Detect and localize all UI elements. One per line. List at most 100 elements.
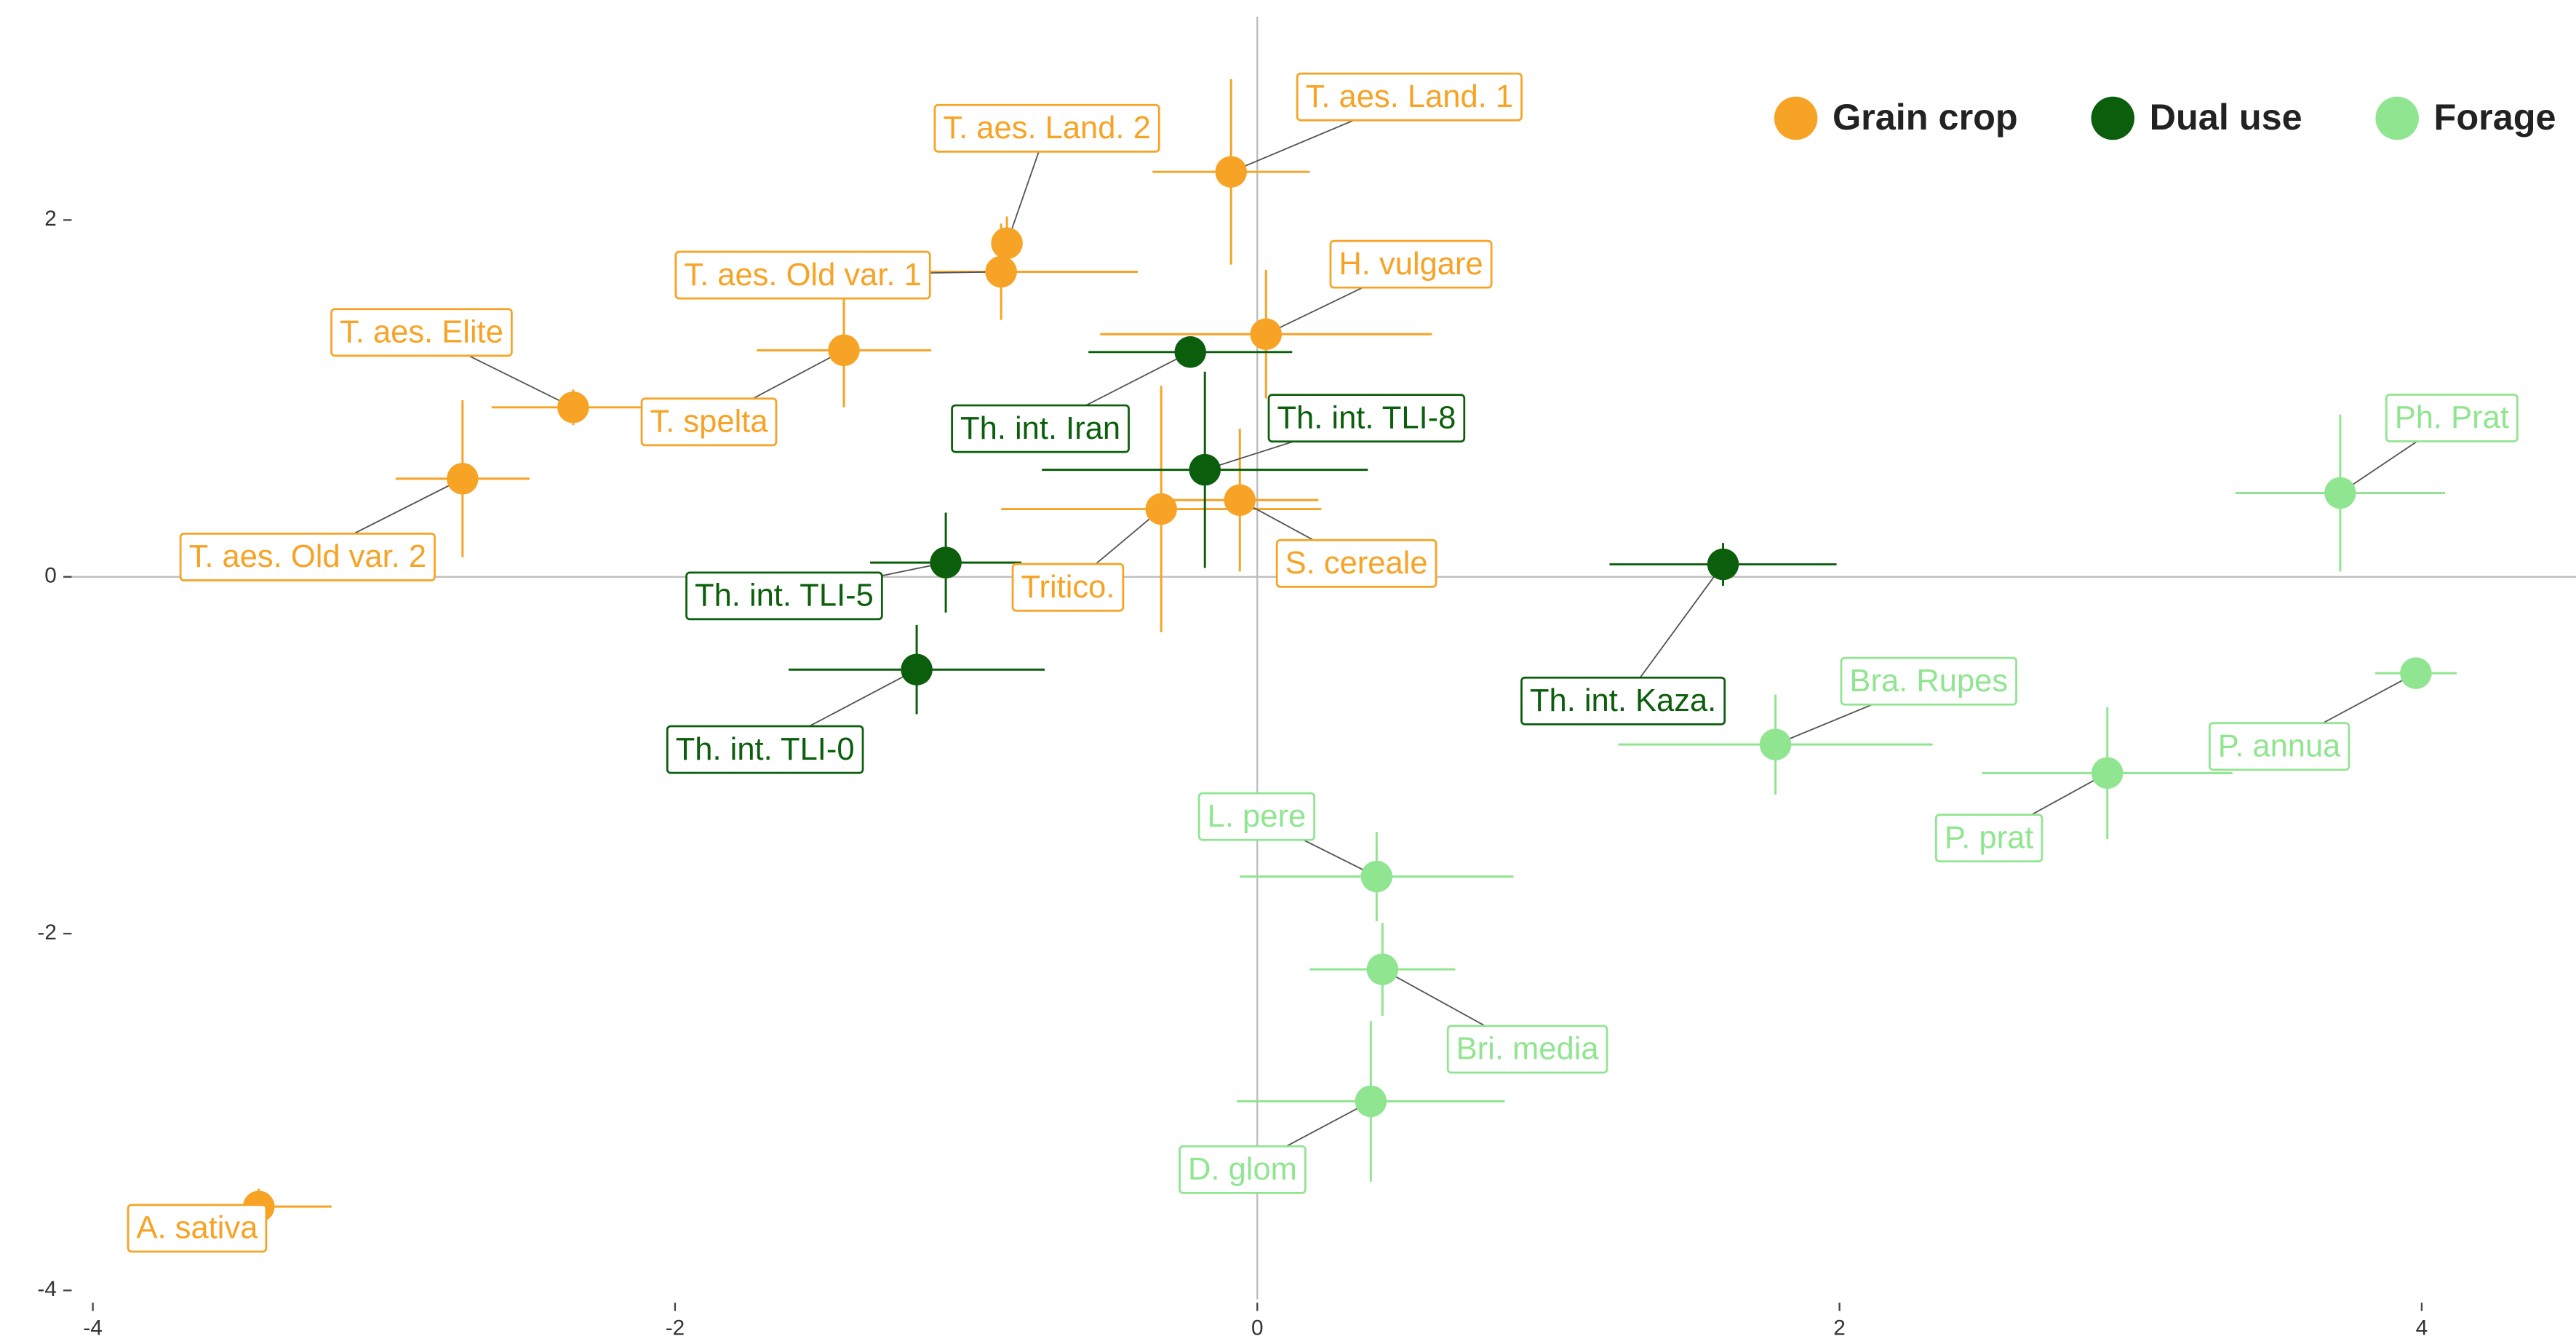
point <box>1355 1085 1387 1118</box>
point-label: L. pere <box>1197 792 1315 841</box>
label-box <box>685 571 883 621</box>
point-label: P. annua <box>2208 722 2350 771</box>
label-box <box>640 397 778 447</box>
label-box <box>1275 538 1437 588</box>
y-tick-label: -2 <box>37 921 56 945</box>
label-box <box>1197 792 1315 841</box>
point <box>1224 484 1256 517</box>
point-label: Bri. media <box>1446 1025 1608 1074</box>
x-tick-label: 4 <box>2416 1316 2428 1336</box>
point <box>1360 860 1393 893</box>
label-text: Th. int. TLI-8 <box>1277 400 1456 435</box>
label-box <box>951 404 1130 453</box>
label-text: Bri. media <box>1456 1032 1600 1067</box>
point <box>1250 318 1283 351</box>
point <box>985 255 1017 288</box>
point-label: T. aes. Old var. 2 <box>179 533 436 581</box>
point-label: T. aes. Land. 2 <box>933 103 1160 153</box>
label-box <box>1329 239 1493 289</box>
point <box>1215 156 1248 188</box>
point <box>2400 657 2432 689</box>
label-text: Th. int. TLI-0 <box>676 732 855 767</box>
point-label: Th. int. TLI-8 <box>1267 394 1466 443</box>
x-tick-label: -4 <box>83 1316 102 1336</box>
label-box <box>1011 562 1125 612</box>
label-box <box>1520 676 1726 725</box>
label-text: Th. int. Iran <box>960 411 1120 446</box>
label-text: T. spelta <box>650 405 769 440</box>
point <box>1174 336 1206 368</box>
x-tick-label: 0 <box>1251 1316 1264 1336</box>
point-label: Tritico. <box>1011 562 1125 612</box>
legend-label: Forage <box>2434 96 2556 138</box>
y-tick-label: -4 <box>37 1277 56 1301</box>
point <box>901 653 933 685</box>
point <box>1189 453 1221 486</box>
point-label: D. glom <box>1179 1145 1307 1194</box>
point-label: Bra. Rupes <box>1840 656 2017 706</box>
label-text: Th. int. TLI-5 <box>695 578 874 613</box>
label-text: Ph. Prat <box>2395 400 2509 435</box>
point <box>447 463 479 495</box>
point <box>2324 477 2356 509</box>
point <box>557 391 589 424</box>
point <box>1707 548 1739 581</box>
label-text: T. aes. Land. 2 <box>943 111 1150 146</box>
legend-label: Grain crop <box>1833 96 2018 138</box>
label-box <box>127 1204 268 1253</box>
label-text: D. glom <box>1188 1152 1297 1187</box>
label-text: T. aes. Old var. 1 <box>684 258 921 293</box>
y-tick-label: 2 <box>44 207 57 231</box>
point <box>2091 757 2124 790</box>
point <box>828 334 860 367</box>
label-box <box>2385 394 2519 442</box>
label-text: S. cereale <box>1285 546 1428 581</box>
label-text: A. sativa <box>137 1211 259 1246</box>
label-text: H. vulgare <box>1339 247 1483 282</box>
label-text: T. aes. Land. 1 <box>1306 79 1513 114</box>
point-label: A. sativa <box>127 1204 268 1253</box>
point <box>1145 493 1177 525</box>
x-tick-label: -2 <box>666 1316 685 1336</box>
label-box <box>1840 656 2017 706</box>
label-box <box>1267 394 1466 443</box>
point <box>930 546 962 578</box>
point-label: Ph. Prat <box>2385 394 2519 442</box>
point <box>1759 728 1792 760</box>
point-label: Th. int. TLI-5 <box>685 571 883 621</box>
label-text: T. aes. Old var. 2 <box>189 539 426 574</box>
label-text: T. aes. Elite <box>340 315 503 350</box>
label-box <box>1179 1145 1307 1194</box>
legend-marker <box>1774 96 1818 140</box>
point-label: P. prat <box>1935 814 2043 863</box>
point-label: S. cereale <box>1275 538 1437 588</box>
label-text: P. annua <box>2218 729 2341 764</box>
point-label: H. vulgare <box>1329 239 1493 289</box>
label-text: Th. int. Kaza. <box>1530 683 1716 718</box>
label-text: Bra. Rupes <box>1849 664 2008 699</box>
point-label: Th. int. TLI-0 <box>666 725 864 774</box>
label-box <box>666 725 864 774</box>
point-label: Th. int. Kaza. <box>1520 676 1726 725</box>
legend-marker <box>2375 96 2419 140</box>
label-box <box>933 103 1160 153</box>
label-box <box>330 308 513 357</box>
label-box <box>2208 722 2350 771</box>
label-text: P. prat <box>1945 820 2034 855</box>
legend-marker <box>2091 96 2135 140</box>
legend-label: Dual use <box>2150 96 2302 138</box>
label-box <box>1446 1025 1608 1074</box>
y-tick-label: 0 <box>44 564 57 588</box>
label-text: Tritico. <box>1021 570 1114 605</box>
label-box <box>1935 814 2043 863</box>
label-box <box>1296 72 1523 122</box>
point-label: T. aes. Land. 1 <box>1296 72 1523 122</box>
point <box>1366 953 1399 985</box>
x-tick-label: 2 <box>1833 1316 1846 1336</box>
point-label: T. aes. Elite <box>330 308 513 357</box>
label-box <box>179 533 436 581</box>
point <box>991 227 1023 260</box>
label-box <box>674 250 931 300</box>
